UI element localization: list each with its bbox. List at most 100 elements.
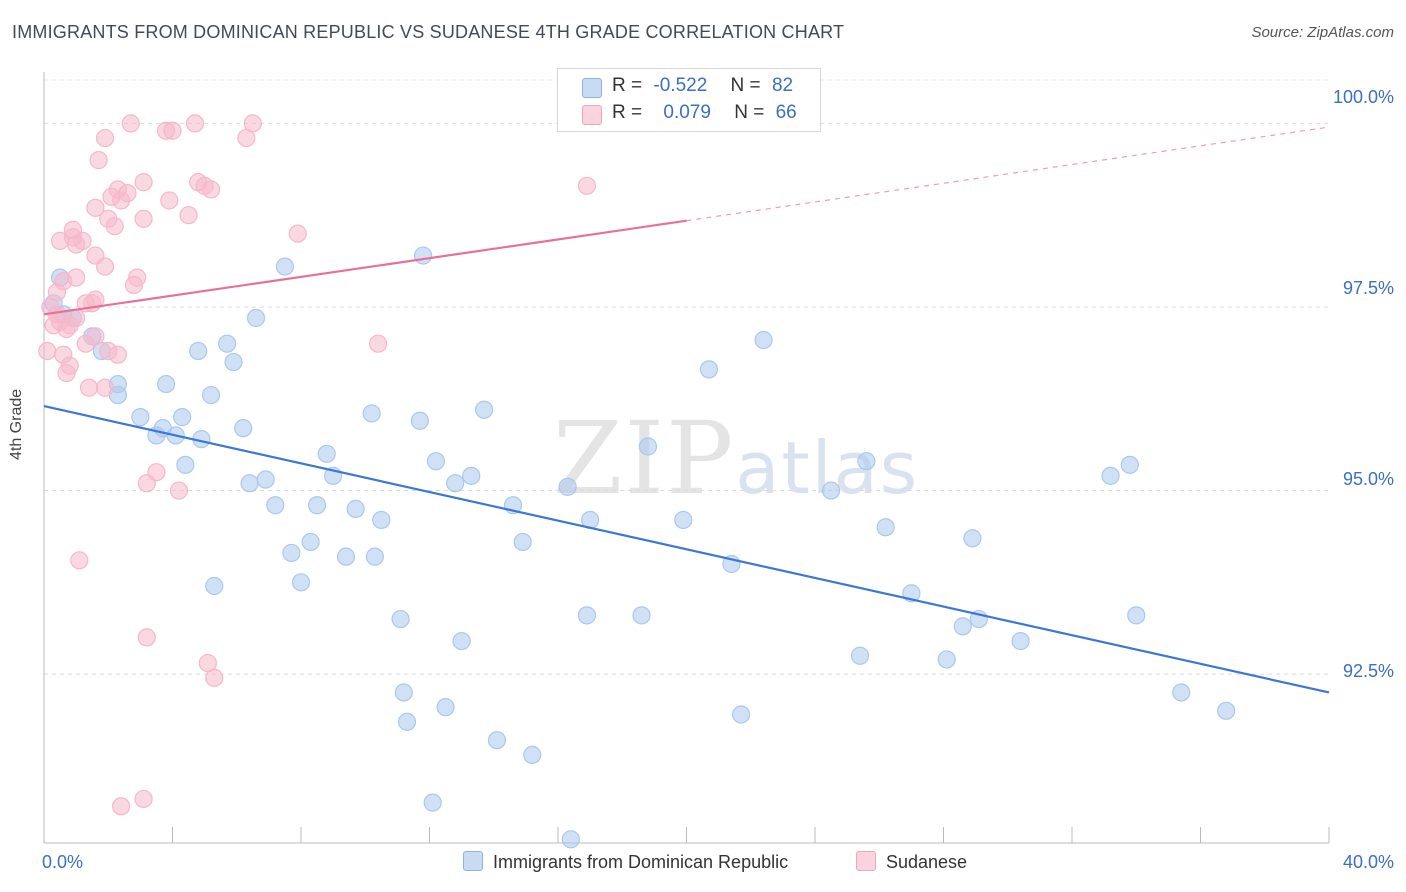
point-dominican: [391, 609, 410, 629]
point-dominican: [189, 341, 208, 361]
legend-swatch-sudanese: [582, 105, 602, 125]
point-dominican: [336, 547, 356, 566]
bottom-legend-swatch-sudanese: [856, 851, 876, 871]
point-sudanese: [76, 334, 95, 353]
point-dominican: [423, 793, 442, 812]
point-dominican: [362, 404, 381, 423]
point-dominican: [876, 518, 895, 537]
legend-n-label: N =: [734, 102, 765, 123]
point-dominican: [953, 617, 972, 636]
point-sudanese: [205, 668, 224, 687]
point-dominican: [307, 496, 327, 515]
point-sudanese: [108, 345, 127, 364]
point-dominican: [674, 510, 693, 530]
point-dominican: [857, 452, 876, 471]
point-sudanese: [70, 551, 89, 570]
watermark: ZIPatlas: [553, 400, 919, 517]
point-sudanese: [160, 191, 179, 210]
point-sudanese: [79, 378, 99, 397]
point-dominican: [240, 474, 259, 493]
point-dominican: [372, 510, 391, 530]
point-dominican: [937, 650, 956, 669]
point-dominican: [201, 385, 221, 405]
point-sudanese: [89, 151, 108, 170]
point-sudanese: [67, 308, 86, 328]
legend-n-value: 66: [775, 102, 797, 123]
legend-r-value: -0.522: [653, 75, 708, 96]
bottom-legend-sudanese: Sudanese: [856, 851, 967, 873]
point-sudanese: [288, 224, 307, 243]
point-dominican: [754, 330, 773, 350]
point-dominican: [234, 419, 253, 438]
point-sudanese: [243, 114, 262, 133]
point-dominican: [365, 547, 384, 566]
y-tick-100: 100.0%: [1332, 87, 1394, 107]
point-dominican: [282, 543, 301, 563]
point-dominican: [452, 631, 471, 651]
x-tick-min: 0.0%: [42, 852, 84, 872]
point-dominican: [156, 374, 176, 394]
legend-r-label: R =: [612, 75, 643, 96]
point-sudanese: [169, 481, 189, 500]
point-dominican: [131, 408, 150, 427]
point-sudanese: [163, 121, 182, 140]
point-sudanese: [111, 797, 131, 816]
point-sudanese: [105, 217, 124, 236]
point-dominican: [1011, 631, 1030, 651]
point-sudanese: [73, 231, 92, 250]
point-dominican: [446, 474, 465, 493]
point-dominican: [397, 712, 417, 731]
point-sudanese: [201, 180, 221, 199]
point-dominican: [317, 444, 336, 463]
legend-n-value: 82: [771, 75, 794, 96]
point-sudanese: [124, 275, 144, 295]
point-dominican: [436, 698, 455, 717]
legend-row-dominican: R = -0.522 N = 82: [582, 75, 794, 98]
trendline-sudanese: [43, 219, 687, 316]
point-dominican: [1217, 701, 1236, 720]
point-dominican: [176, 455, 195, 474]
point-dominican: [475, 400, 494, 419]
point-dominican: [1172, 683, 1191, 702]
point-sudanese: [147, 463, 166, 482]
bottom-legend-label-dominican: Immigrants from Dominican Republic: [493, 852, 789, 872]
source-label: Source: ZipAtlas.com: [1251, 24, 1394, 41]
point-dominican: [394, 683, 413, 702]
point-dominican: [410, 411, 429, 430]
y-tick-97-5: 97.5%: [1342, 278, 1394, 298]
point-dominican: [699, 360, 719, 379]
point-sudanese: [369, 334, 388, 353]
point-sudanese: [86, 198, 105, 217]
point-dominican: [346, 499, 365, 518]
point-sudanese: [179, 206, 198, 225]
point-dominican: [301, 532, 320, 552]
point-dominican: [1127, 606, 1146, 625]
point-sudanese: [95, 378, 115, 397]
point-sudanese: [95, 257, 115, 276]
point-dominican: [173, 408, 192, 427]
point-dominican: [513, 532, 532, 552]
bottom-legend-dominican: Immigrants from Dominican Republic: [463, 851, 788, 873]
legend-row-sudanese: R = 0.079 N = 66: [582, 102, 797, 125]
point-dominican: [266, 496, 285, 515]
point-dominican: [963, 529, 982, 548]
x-tick-max: 40.0%: [1342, 852, 1394, 872]
point-dominican: [218, 334, 237, 353]
point-sudanese: [134, 209, 153, 228]
point-dominican: [577, 606, 597, 625]
point-dominican: [256, 470, 275, 489]
point-dominican: [821, 481, 841, 500]
point-sudanese: [134, 173, 153, 192]
trendline-sudanese-extension: [686, 126, 1330, 222]
point-dominican: [850, 646, 870, 665]
watermark-zip: ZIP: [553, 400, 736, 517]
point-dominican: [413, 246, 433, 265]
point-sudanese: [95, 128, 115, 148]
point-sudanese: [185, 114, 205, 133]
point-dominican: [732, 705, 751, 724]
point-sudanese: [38, 341, 57, 361]
point-dominican: [205, 576, 224, 596]
point-dominican: [632, 606, 651, 625]
point-sudanese: [67, 268, 86, 287]
